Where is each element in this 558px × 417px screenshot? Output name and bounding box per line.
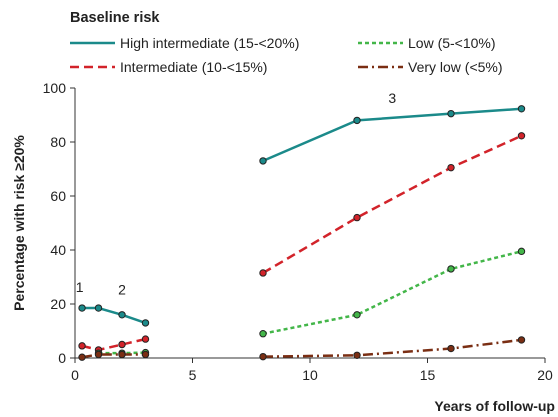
axes: 0 20 40 60 80 100 0 5 10 15 20 Percentage with ri… — [11, 80, 555, 414]
x-tick-label: 15 — [420, 367, 436, 383]
annotation-label: 2 — [118, 282, 126, 298]
y-tick-label: 80 — [50, 134, 66, 150]
data-point — [447, 265, 455, 273]
series-points-high-intermediate — [78, 105, 526, 327]
legend-label-very-low: Very low (<5%) — [408, 59, 503, 75]
y-tick-label: 20 — [50, 296, 66, 312]
y-tick-label: 60 — [50, 188, 66, 204]
annotation-label: 3 — [388, 90, 396, 106]
data-point — [353, 116, 361, 125]
data-point — [118, 340, 126, 349]
legend-label-intermediate: Intermediate (10-<15%) — [120, 59, 267, 75]
x-axis-title: Years of follow-up — [434, 398, 555, 414]
data-point — [94, 304, 103, 312]
series-line-high-intermediate — [82, 306, 146, 325]
data-point — [353, 213, 361, 222]
data-point — [141, 335, 150, 343]
data-point — [517, 247, 526, 256]
series-line-high-intermediate — [262, 107, 522, 163]
data-point — [259, 330, 267, 338]
x-tick-label: 10 — [302, 367, 318, 383]
series-very-low — [81, 338, 522, 359]
data-point — [447, 109, 455, 118]
data-point — [78, 304, 86, 312]
data-point — [141, 350, 150, 359]
y-tick-label: 100 — [43, 80, 67, 96]
legend-label-low: Low (5-<10%) — [408, 35, 496, 51]
legend: Baseline risk High intermediate (15-<20%… — [70, 10, 503, 75]
x-ticks: 0 5 10 15 20 — [71, 358, 553, 383]
series-line-very-low — [262, 338, 522, 358]
data-point — [118, 350, 126, 359]
annotation-label: 1 — [76, 279, 84, 295]
series-line-intermediate — [262, 134, 523, 275]
series-line-intermediate — [81, 337, 146, 352]
data-point — [517, 336, 526, 344]
series-points-low — [94, 247, 526, 357]
series-line-low — [262, 250, 522, 335]
legend-entry-intermediate: Intermediate (10-<15%) — [70, 59, 267, 75]
legend-entry-high-intermediate: High intermediate (15-<20%) — [70, 35, 299, 51]
series-intermediate — [81, 134, 523, 352]
data-point — [447, 344, 455, 353]
data-point — [517, 105, 526, 113]
data-point — [447, 163, 455, 172]
data-point — [259, 269, 267, 277]
x-tick-label: 0 — [71, 367, 79, 383]
plot-series — [78, 105, 526, 361]
data-point — [78, 353, 86, 361]
series-high-intermediate — [82, 107, 522, 325]
legend-title: Baseline risk — [70, 10, 160, 26]
series-low — [98, 250, 522, 355]
legend-entry-very-low: Very low (<5%) — [358, 59, 503, 75]
legend-entry-low: Low (5-<10%) — [358, 35, 496, 51]
data-point — [118, 311, 126, 319]
data-point — [353, 351, 361, 359]
x-tick-label: 5 — [189, 367, 197, 383]
series-points-very-low — [78, 336, 526, 361]
data-point — [353, 311, 361, 319]
legend-label-high-intermediate: High intermediate (15-<20%) — [120, 35, 299, 51]
y-axis-title: Percentage with risk ≥20% — [11, 135, 27, 311]
data-point — [259, 352, 267, 361]
y-tick-label: 40 — [50, 242, 66, 258]
data-point — [259, 157, 267, 165]
y-tick-label: 0 — [58, 350, 66, 366]
x-tick-label: 20 — [537, 367, 553, 383]
data-point — [517, 132, 526, 140]
data-point — [141, 319, 150, 327]
series-line-very-low — [81, 353, 146, 359]
plot-annotations: 1 2 3 — [76, 90, 397, 298]
data-point — [94, 350, 103, 359]
data-point — [78, 342, 86, 350]
y-ticks: 0 20 40 60 80 100 — [43, 80, 75, 366]
